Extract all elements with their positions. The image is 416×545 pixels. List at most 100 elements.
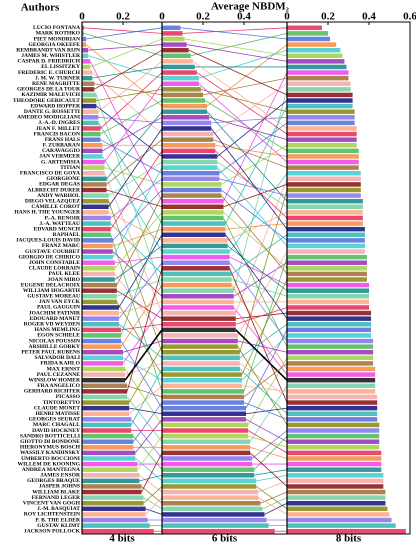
rank-link: [233, 262, 288, 297]
rank-link: [231, 234, 288, 275]
rank-link: [209, 116, 288, 141]
rank-link: [112, 189, 163, 241]
rank-link: [215, 144, 288, 157]
bar: [162, 422, 249, 428]
category-label: ROGER VD WEYDEN: [24, 322, 80, 328]
category-label: JOHN CONSTABLE: [29, 260, 80, 266]
x-tick-label: 0.6: [403, 11, 416, 23]
rank-link: [88, 55, 163, 79]
bar: [82, 277, 115, 282]
bar: [162, 461, 253, 467]
category-label: UMBERTO BOCCIONI: [21, 456, 80, 462]
bar: [162, 70, 197, 75]
rank-link: [116, 290, 163, 319]
rank-link: [229, 268, 288, 403]
category-label: GEORGES DE LA TOUR: [17, 87, 81, 93]
bar: [82, 64, 91, 70]
rank-link: [256, 474, 288, 482]
bar: [287, 327, 372, 333]
rank-link: [241, 385, 288, 392]
bar: [162, 473, 255, 478]
bar: [162, 148, 216, 154]
bar: [287, 439, 380, 444]
category-label: EL LISSITZKY: [41, 64, 80, 70]
bar: [162, 411, 247, 416]
bar: [162, 333, 238, 338]
bar: [162, 400, 244, 405]
bar: [162, 484, 257, 489]
x-tick-label: 0.2: [196, 11, 210, 23]
rank-link: [249, 446, 288, 459]
category-label: WILLEM DE KOONING: [18, 461, 81, 467]
bar: [162, 383, 242, 389]
rank-link: [128, 385, 163, 415]
bar: [287, 70, 349, 75]
category-label: G. ARTEMISIA: [41, 159, 80, 165]
bar: [162, 120, 212, 126]
category-label: TINTORETTO: [43, 400, 81, 406]
bar: [82, 500, 144, 506]
bar: [162, 137, 214, 142]
bar: [82, 193, 109, 198]
category-label: GIORGIO DE CHIRICO: [18, 254, 80, 260]
rank-link: [182, 27, 288, 34]
bar: [287, 495, 386, 500]
rank-link: [256, 486, 288, 510]
bar: [162, 165, 218, 170]
rank-link: [108, 128, 163, 208]
bar: [162, 377, 242, 383]
x-tick-label: 0.2: [321, 11, 335, 23]
bar: [82, 126, 101, 131]
bar: [162, 305, 234, 310]
category-label: PAUL KLEE: [49, 271, 81, 277]
category-label: RAPHAEL: [53, 232, 81, 238]
bar: [287, 456, 382, 461]
rank-link: [223, 217, 288, 347]
rank-link: [118, 323, 163, 359]
category-label: JOAN MIRO: [48, 277, 81, 283]
bar: [287, 517, 392, 523]
category-label: J. M. W. TURNER: [35, 75, 81, 81]
category-label: JAN VAN EYCK: [39, 299, 81, 305]
bar: [287, 221, 363, 226]
bar: [82, 143, 103, 148]
bar: [82, 361, 124, 366]
rank-link: [110, 223, 163, 275]
bar: [162, 299, 234, 305]
bar: [162, 327, 236, 333]
bar: [287, 215, 363, 221]
rank-link: [137, 435, 163, 470]
rank-link: [108, 161, 163, 196]
bar: [162, 366, 240, 372]
bar: [287, 473, 384, 478]
bar: [287, 182, 361, 187]
bar: [162, 428, 249, 433]
bar: [287, 243, 365, 249]
bar: [162, 182, 222, 187]
rank-link: [118, 262, 163, 319]
bar: [82, 445, 134, 450]
bar: [287, 372, 376, 377]
bar: [162, 405, 247, 411]
bar: [287, 81, 351, 86]
bar: [287, 170, 361, 176]
bar: [287, 75, 349, 81]
bar: [287, 478, 384, 484]
rank-link: [202, 77, 288, 96]
rank-link: [145, 497, 163, 515]
rank-link: [235, 329, 288, 381]
bar: [162, 512, 265, 517]
rank-link: [247, 357, 288, 426]
rank-link: [243, 402, 288, 420]
bar: [162, 394, 244, 400]
bar: [82, 517, 148, 523]
bar: [287, 53, 343, 59]
bar: [287, 165, 359, 170]
bar: [162, 266, 230, 271]
rank-link: [126, 268, 163, 392]
bar: [162, 109, 208, 114]
bar: [162, 81, 199, 86]
bar: [162, 98, 206, 103]
bar: [287, 109, 355, 114]
category-label: JEAN F. MILLET: [36, 126, 80, 132]
